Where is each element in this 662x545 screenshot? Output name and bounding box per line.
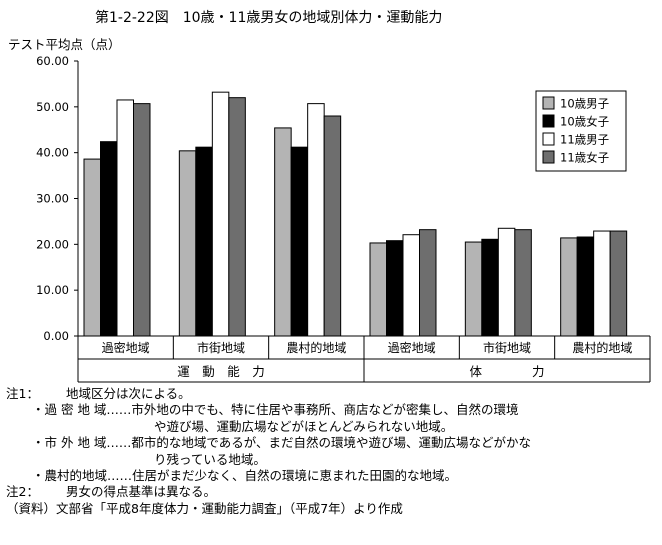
bar-11歳男子-過密地域 [402,234,420,337]
area-3-label: ・農村的地域 [32,467,108,483]
bar-10歳女子-市街地域 [195,146,213,337]
legend-label: 10歳女子 [560,115,609,129]
bar-11歳女子-過密地域 [419,229,437,337]
y-tick-label: 40.00 [36,146,69,160]
note-area-2-cont: り残っている地域。 [6,452,656,468]
bar-10歳女子-農村的地域 [290,146,309,337]
area-1-text: ……市外地の中でも、特に住居や事務所、商店などが密集し、自然の環境 [106,402,519,418]
bar-11歳男子-過密地域 [116,99,134,337]
bar-11歳女子-市街地域 [228,97,246,337]
bar-11歳女子-農村的地域 [609,230,628,337]
bar-11歳男子-農村的地域 [593,230,611,337]
y-tick-label: 50.00 [36,100,69,114]
legend: 10歳男子 10歳女子 11歳男子 11歳女子 [535,90,627,172]
category-label: 市街地域 [483,340,531,355]
bar-10歳女子-農村的地域 [576,236,595,337]
notes: 注1： 地域区分は次による。 ・過 密 地 域……市外地の中でも、特に住居や事務所… [6,386,656,517]
bar-10歳男子-過密地域 [83,158,101,337]
note-area-1-cont: や遊び場、運動広場などがほとんどみられない地域。 [6,419,656,435]
area-1-text-cont: や遊び場、運動広場などがほとんどみられない地域。 [154,418,454,434]
note-2-label: 注2： [6,484,39,500]
bar-10歳男子-農村的地域 [274,127,292,337]
group-label: 体 力 [469,364,544,379]
y-axis-label: テスト平均点（点） [8,37,121,52]
category-label: 市街地域 [197,340,245,355]
bar-11歳女子-市街地域 [514,229,532,337]
category-label: 過密地域 [102,340,150,355]
bar-series [83,91,628,337]
area-1-label: ・過 密 地 域 [32,402,107,418]
bar-10歳女子-市街地域 [481,238,499,337]
note-area-3: ・農村的地域……住居がまだ少なく、自然の環境に恵まれた田園的な地域。 [6,468,656,484]
area-2-text: ……都市的な地域であるが、まだ自然の環境や遊び場、運動広場などがかな [106,435,532,451]
note-area-1: ・過 密 地 域……市外地の中でも、特に住居や事務所、商店などが密集し、自然の環… [6,402,656,418]
bar-10歳男子-農村的地域 [560,237,578,337]
category-label: 農村的地域 [286,340,346,355]
legend-swatch [542,96,555,110]
area-2-text-cont: り残っている地域。 [154,451,266,467]
note-1: 注1： 地域区分は次による。 [6,386,656,402]
source-text: （資料）文部省「平成8年度体力・運動能力調査」（平成7年）より作成 [6,500,403,516]
bar-11歳男子-農村的地域 [307,103,325,337]
bar-11歳男子-市街地域 [497,227,516,337]
note-2: 注2： 男女の得点基準は異なる。 [6,484,656,500]
bar-10歳女子-過密地域 [100,141,118,337]
bar-10歳男子-過密地域 [369,242,387,337]
chart-title: 第1-2-22図 10歳・11歳男女の地域別体力・運動能力 [95,9,442,26]
bar-11歳女子-過密地域 [133,103,151,337]
area-3-text: ……住居がまだ少なく、自然の環境に恵まれた田園的な地域。 [107,467,458,483]
legend-label: 11歳女子 [560,151,609,165]
group-label: 運 動 能 力 [177,364,265,379]
y-tick-label: 60.00 [36,54,69,68]
area-2-label: ・市 外 地 域 [32,435,107,451]
legend-swatch [542,150,555,164]
note-2-text: 男女の得点基準は異なる。 [66,484,217,500]
legend-label: 11歳男子 [560,133,609,147]
bar-10歳男子-市街地域 [464,241,483,337]
bar-11歳男子-市街地域 [211,91,230,337]
y-axis-ticks: 60.00 50.00 40.00 30.00 20.00 10.00 0.00 [36,54,78,343]
legend-swatch [542,114,555,128]
y-tick-label: 30.00 [36,192,69,206]
y-tick-label: 0.00 [43,329,69,343]
category-label: 農村的地域 [572,340,632,355]
bar-11歳女子-農村的地域 [323,115,342,337]
note-1-text: 地域区分は次による。 [66,386,191,401]
bar-10歳男子-市街地域 [178,150,197,337]
note-1-label: 注1： [6,386,39,401]
legend-swatch [542,132,555,146]
source-note: （資料）文部省「平成8年度体力・運動能力調査」（平成7年）より作成 [6,501,656,517]
category-label: 過密地域 [388,340,436,355]
note-area-2: ・市 外 地 域……都市的な地域であるが、まだ自然の環境や遊び場、運動広場などが… [6,435,656,451]
y-tick-label: 10.00 [36,283,69,297]
bar-10歳女子-過密地域 [386,240,404,337]
y-tick-label: 20.00 [36,237,69,251]
legend-label: 10歳男子 [560,97,609,111]
